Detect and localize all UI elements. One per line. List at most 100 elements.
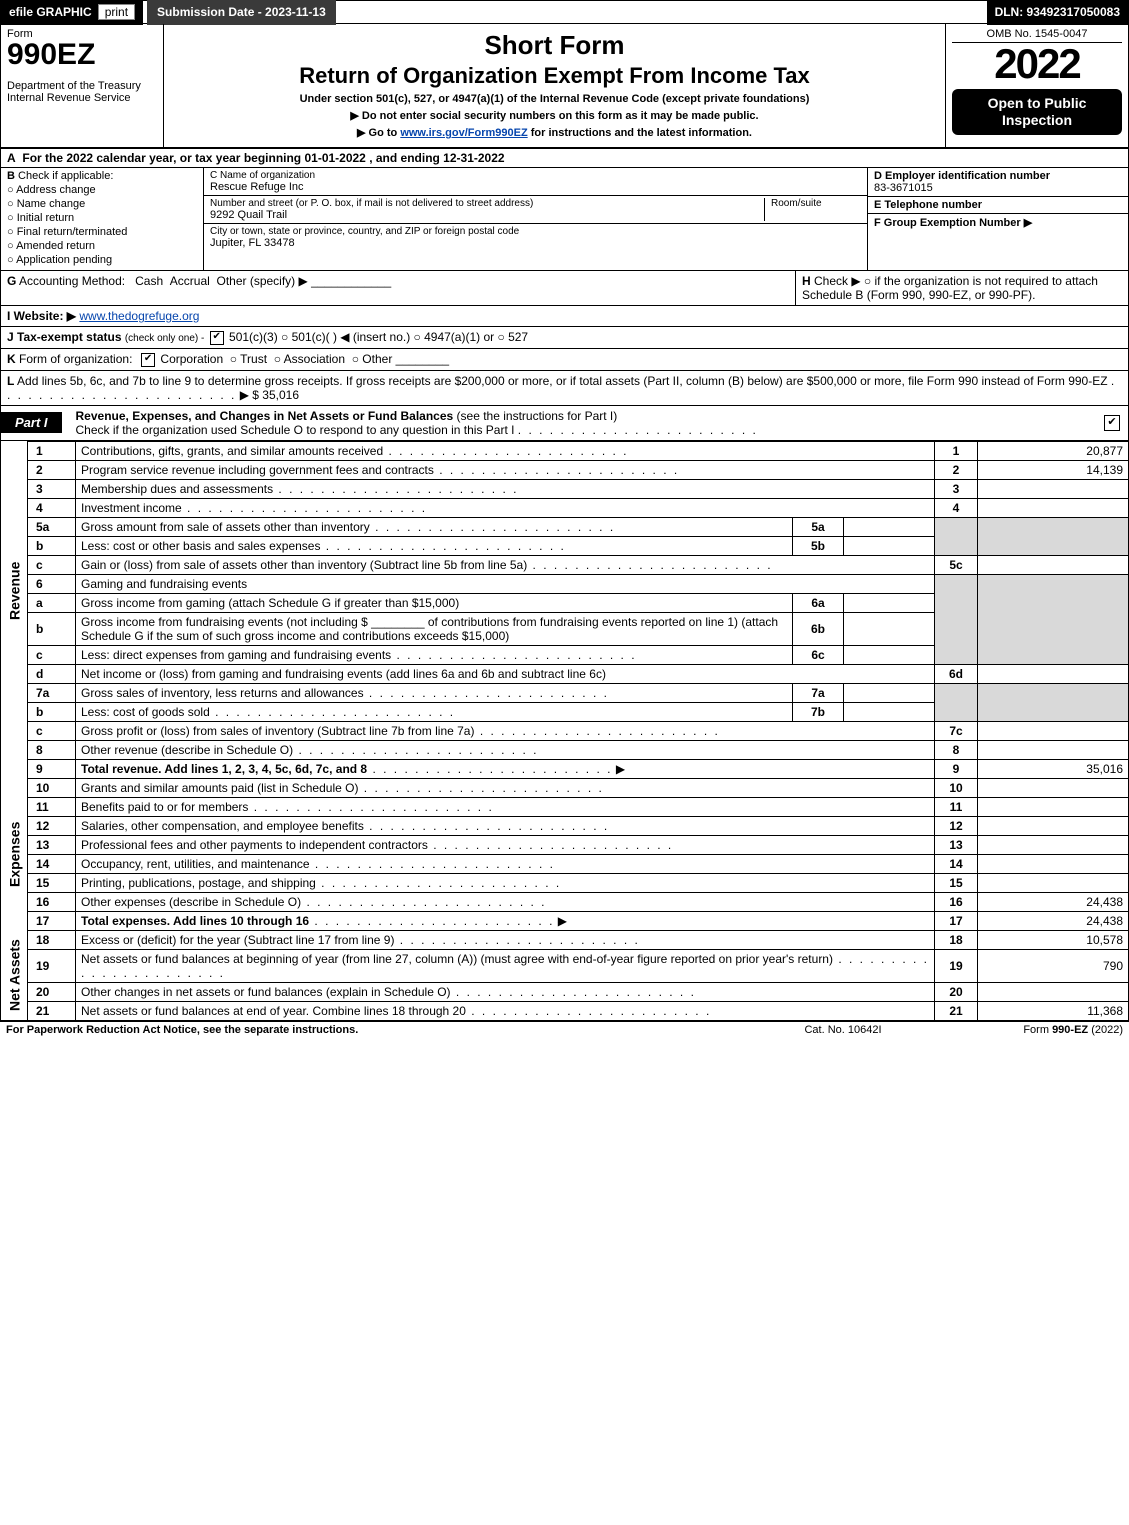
- part1-sub: Check if the organization used Schedule …: [76, 423, 515, 437]
- footer-right-post: (2022): [1088, 1024, 1123, 1036]
- amt-3: [978, 479, 1129, 498]
- footer-right-pre: Form: [1023, 1024, 1052, 1036]
- amt-16: 24,438: [978, 892, 1129, 911]
- dots-icon: [527, 558, 772, 572]
- cb-name-change[interactable]: Name change: [7, 198, 197, 210]
- ln-8: 8: [28, 740, 76, 759]
- dots-icon: [320, 539, 565, 553]
- sub-7b: 7b: [793, 702, 844, 721]
- cb-501c3[interactable]: [210, 331, 224, 345]
- dots-icon: [210, 705, 455, 719]
- dots-icon: [273, 482, 518, 496]
- cb-accrual[interactable]: Accrual: [170, 274, 210, 288]
- top-bar: efile GRAPHIC print Submission Date - 20…: [0, 0, 1129, 24]
- desc-9-text: Total revenue. Add lines 1, 2, 3, 4, 5c,…: [81, 762, 367, 776]
- footer-mid: Cat. No. 10642I: [743, 1024, 943, 1036]
- row-l-label: L: [7, 374, 14, 388]
- sidelabel-expenses: Expenses: [1, 778, 28, 930]
- desc-8-text: Other revenue (describe in Schedule O): [81, 743, 293, 757]
- org-name-label: C Name of organization: [210, 170, 861, 181]
- dots-icon: [474, 724, 719, 738]
- desc-7c-text: Gross profit or (loss) from sales of inv…: [81, 724, 474, 738]
- sidelabel-netassets: Net Assets: [1, 930, 28, 1020]
- form-title2: Return of Organization Exempt From Incom…: [172, 63, 937, 89]
- cb-amended-return[interactable]: Amended return: [7, 240, 197, 252]
- subval-7b: [844, 702, 935, 721]
- table-row: c Gross profit or (loss) from sales of i…: [1, 721, 1129, 740]
- amt-5c: [978, 555, 1129, 574]
- table-row: 13 Professional fees and other payments …: [1, 835, 1129, 854]
- dots-icon: [466, 1004, 711, 1018]
- cb-application-pending[interactable]: Application pending: [7, 254, 197, 266]
- box-4: 4: [935, 498, 978, 517]
- shade-6v: [978, 574, 1129, 664]
- part1-tab: Part I: [1, 412, 62, 433]
- desc-20-text: Other changes in net assets or fund bala…: [81, 985, 451, 999]
- desc-18: Excess or (deficit) for the year (Subtra…: [76, 930, 935, 949]
- cb-corporation[interactable]: [141, 353, 155, 367]
- dots-icon: [182, 501, 427, 515]
- print-button[interactable]: print: [98, 4, 135, 20]
- col-b: B Check if applicable: Address change Na…: [1, 168, 204, 270]
- dots-icon: [451, 985, 696, 999]
- shade-7v: [978, 683, 1129, 721]
- table-row: 21 Net assets or fund balances at end of…: [1, 1001, 1129, 1020]
- form-header: Form 990EZ Department of the Treasury In…: [0, 24, 1129, 149]
- cb-final-return[interactable]: Final return/terminated: [7, 226, 197, 238]
- part1-schedule-o-checkbox[interactable]: [1104, 415, 1120, 431]
- desc-3: Membership dues and assessments: [76, 479, 935, 498]
- sub3-post: for instructions and the latest informat…: [528, 127, 752, 139]
- cb-trust[interactable]: Trust: [230, 352, 267, 366]
- dept-line1: Department of the Treasury: [7, 80, 157, 92]
- desc-17-text: Total expenses. Add lines 10 through 16: [81, 914, 309, 928]
- cb-other[interactable]: Other: [352, 352, 393, 366]
- website-link[interactable]: www.thedogrefuge.org: [79, 309, 199, 323]
- desc-10-text: Grants and similar amounts paid (list in…: [81, 781, 358, 795]
- desc-4-text: Investment income: [81, 501, 182, 515]
- box-12: 12: [935, 816, 978, 835]
- ln-6b: b: [28, 612, 76, 645]
- dots-icon: [370, 520, 615, 534]
- ln-7c: c: [28, 721, 76, 740]
- row-l-val: ▶ $ 35,016: [240, 388, 299, 402]
- cb-association[interactable]: Association: [274, 352, 345, 366]
- desc-16: Other expenses (describe in Schedule O): [76, 892, 935, 911]
- cb-initial-return[interactable]: Initial return: [7, 212, 197, 224]
- table-row: 6 Gaming and fundraising events: [1, 574, 1129, 593]
- desc-7a-text: Gross sales of inventory, less returns a…: [81, 686, 364, 700]
- table-row: 9 Total revenue. Add lines 1, 2, 3, 4, 5…: [1, 759, 1129, 778]
- ln-20: 20: [28, 982, 76, 1001]
- footer-left: For Paperwork Reduction Act Notice, see …: [6, 1024, 743, 1036]
- ln-18: 18: [28, 930, 76, 949]
- row-k: K Form of organization: Corporation Trus…: [0, 349, 1129, 371]
- box-9: 9: [935, 759, 978, 778]
- shade-5: [935, 517, 978, 555]
- table-row: 19 Net assets or fund balances at beginn…: [1, 949, 1129, 982]
- ln-14: 14: [28, 854, 76, 873]
- arrow-icon: [612, 762, 625, 776]
- desc-21: Net assets or fund balances at end of ye…: [76, 1001, 935, 1020]
- amt-21: 11,368: [978, 1001, 1129, 1020]
- ln-5a: 5a: [28, 517, 76, 536]
- box-16: 16: [935, 892, 978, 911]
- ln-6: 6: [28, 574, 76, 593]
- desc-16-text: Other expenses (describe in Schedule O): [81, 895, 301, 909]
- dots-icon: [364, 819, 609, 833]
- row-h-label: H: [802, 274, 811, 288]
- desc-9: Total revenue. Add lines 1, 2, 3, 4, 5c,…: [76, 759, 935, 778]
- footer-right-bold: 990-EZ: [1052, 1024, 1088, 1036]
- ln-7a: 7a: [28, 683, 76, 702]
- amt-7c: [978, 721, 1129, 740]
- part1-header: Part I Revenue, Expenses, and Changes in…: [0, 406, 1129, 441]
- irs-link[interactable]: www.irs.gov/Form990EZ: [400, 127, 527, 139]
- cb-address-change[interactable]: Address change: [7, 184, 197, 196]
- box-20: 20: [935, 982, 978, 1001]
- row-i-label: I Website: ▶: [7, 309, 76, 323]
- box-18: 18: [935, 930, 978, 949]
- desc-19: Net assets or fund balances at beginning…: [76, 949, 935, 982]
- shade-5v: [978, 517, 1129, 555]
- row-gh: G Accounting Method: Cash Accrual Other …: [0, 271, 1129, 306]
- desc-5a-text: Gross amount from sale of assets other t…: [81, 520, 370, 534]
- box-13: 13: [935, 835, 978, 854]
- page-footer: For Paperwork Reduction Act Notice, see …: [0, 1021, 1129, 1038]
